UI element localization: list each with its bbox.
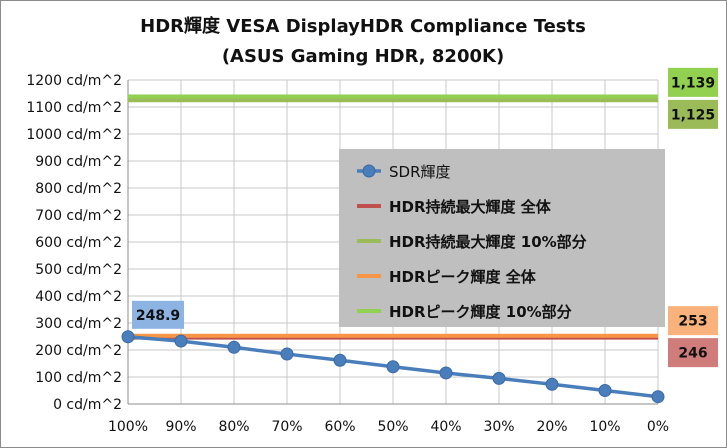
sdr-point bbox=[492, 371, 506, 385]
legend-entry: HDRピーク輝度 10%部分 bbox=[389, 303, 572, 321]
legend-entry: HDRピーク輝度 全体 bbox=[389, 268, 537, 286]
x-tick-label: 40% bbox=[430, 419, 461, 435]
legend-box bbox=[339, 149, 665, 327]
sdr-point bbox=[386, 360, 400, 374]
data-label-HDRピーク輝度 全体: 253 bbox=[678, 314, 707, 330]
legend-marker bbox=[362, 164, 376, 178]
x-tick-label: 90% bbox=[165, 419, 196, 435]
y-tick-label: 1000 cd/m^2 bbox=[26, 127, 122, 143]
y-tick-label: 1100 cd/m^2 bbox=[26, 100, 122, 116]
sdr-point bbox=[227, 340, 241, 354]
y-tick-label: 600 cd/m^2 bbox=[35, 235, 122, 251]
x-tick-label: 50% bbox=[377, 419, 408, 435]
y-tick-label: 400 cd/m^2 bbox=[35, 289, 122, 305]
data-label-HDRピーク輝度 全体-box bbox=[668, 306, 718, 336]
chart-title-line-1: HDR輝度 VESA DisplayHDR Compliance Tests bbox=[140, 15, 586, 37]
sdr-point bbox=[174, 334, 188, 348]
y-tick-label: 0 cd/m^2 bbox=[53, 397, 122, 413]
y-tick-label: 200 cd/m^2 bbox=[35, 343, 122, 359]
y-tick-label: 700 cd/m^2 bbox=[35, 208, 122, 224]
legend-entry: HDR持続最大輝度 10%部分 bbox=[389, 233, 587, 251]
x-tick-label: 30% bbox=[483, 419, 514, 435]
sdr-point bbox=[439, 366, 453, 380]
x-tick-label: 100% bbox=[108, 419, 148, 435]
sdr-point bbox=[280, 347, 294, 361]
y-tick-label: 300 cd/m^2 bbox=[35, 316, 122, 332]
sdr-point bbox=[651, 390, 665, 404]
x-tick-label: 0% bbox=[647, 419, 669, 435]
y-tick-label: 500 cd/m^2 bbox=[35, 262, 122, 278]
legend-entry: HDR持続最大輝度 全体 bbox=[389, 198, 552, 216]
data-label-HDR持続最大輝度 全体: 246 bbox=[678, 346, 707, 362]
sdr-point bbox=[333, 353, 347, 367]
data-label-HDRピーク輝度 10%部分: 1,139 bbox=[671, 75, 715, 91]
x-tick-label: 70% bbox=[271, 419, 302, 435]
y-tick-label: 1200 cd/m^2 bbox=[26, 73, 122, 89]
data-label-sdr: 248.9 bbox=[136, 308, 180, 324]
data-label-HDR持続最大輝度 10%部分: 1,125 bbox=[671, 107, 715, 123]
legend-entry: SDR輝度 bbox=[389, 163, 451, 181]
data-label-HDRピーク輝度 10%部分-box bbox=[668, 67, 718, 97]
y-tick-label: 900 cd/m^2 bbox=[35, 154, 122, 170]
x-tick-label: 20% bbox=[536, 419, 567, 435]
data-label-HDR持続最大輝度 全体-box bbox=[668, 338, 718, 368]
chart-title-line-2: (ASUS Gaming HDR, 8200K) bbox=[222, 46, 504, 67]
x-tick-label: 10% bbox=[589, 419, 620, 435]
y-tick-label: 800 cd/m^2 bbox=[35, 181, 122, 197]
data-label-sdr-box bbox=[132, 300, 184, 329]
sdr-point bbox=[121, 330, 135, 344]
sdr-point bbox=[545, 377, 559, 391]
data-label-HDR持続最大輝度 10%部分-box bbox=[668, 99, 718, 129]
sdr-point bbox=[598, 384, 612, 397]
y-tick-label: 100 cd/m^2 bbox=[35, 370, 122, 386]
x-tick-label: 80% bbox=[218, 419, 249, 435]
x-tick-label: 60% bbox=[324, 419, 355, 435]
